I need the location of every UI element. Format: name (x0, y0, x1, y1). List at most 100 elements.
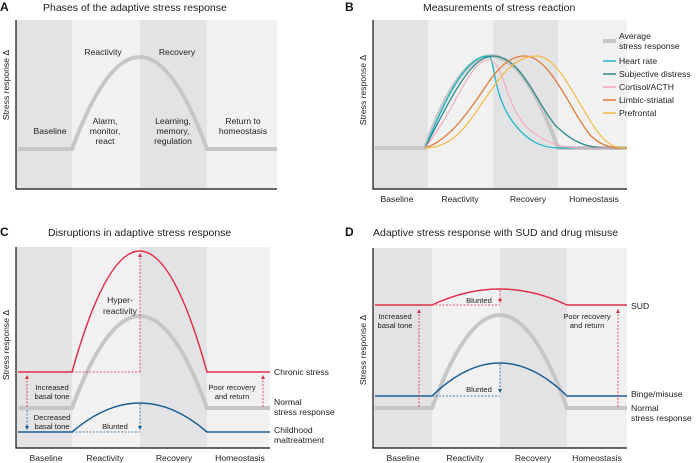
x-label-baseline: Baseline (381, 194, 414, 204)
return-label: homeostasis (219, 126, 267, 136)
legend-subjective-distress: Subjective distress (619, 69, 691, 79)
panel-letter: B (345, 0, 354, 14)
binge-misuse-label: Binge/misuse (631, 389, 683, 399)
childhood-maltreatment-label: maltreatment (274, 435, 325, 445)
axes (15, 247, 270, 449)
chronic-stress-label: Chronic stress (274, 367, 329, 377)
normal-response-label: stress response (631, 413, 692, 423)
increased-basal-label: basal tone (34, 392, 69, 401)
x-label-homeostasis: Homeostasis (572, 453, 622, 463)
y-axis-label: Stress response Δ (358, 55, 368, 125)
baseline-band (16, 247, 72, 448)
normal-curve (375, 313, 627, 410)
legend-limbic: Limbic-striatial (619, 95, 674, 105)
poor-recovery-label: and return (570, 321, 605, 330)
learning-label: Learning, (155, 116, 191, 126)
blunted-label: Blunted (466, 296, 492, 305)
x-label-recovery: Recovery (156, 453, 193, 463)
x-label-reactivity: Reactivity (441, 194, 479, 204)
learning-label: memory, (157, 126, 190, 136)
baseline-band (16, 20, 72, 189)
recovery-band (140, 247, 207, 448)
sud-curve (375, 288, 627, 306)
sud-label: SUD (631, 301, 649, 311)
panel-c: C Disruptions in adaptive stress respons… (0, 225, 335, 463)
panel-title: Adaptive stress response with SUD and dr… (373, 227, 618, 239)
recovery-band (500, 248, 567, 448)
panel-title: Measurements of stress reaction (423, 2, 575, 14)
legend-average: stress response (619, 41, 680, 51)
baseline-band (373, 248, 432, 448)
hyperreactivity-label: reactivity (103, 306, 138, 316)
normal-response-label: Normal (631, 403, 659, 413)
childhood-maltreatment-curve (18, 402, 270, 433)
blunted-label: Blunted (466, 385, 492, 394)
axes (372, 248, 627, 449)
decreased-basal-label: Decreased (34, 413, 71, 422)
panel-b: B Measurements of stress reaction Stress… (345, 0, 691, 204)
limbic-striatial-curve (424, 55, 627, 149)
x-label-reactivity: Reactivity (86, 453, 124, 463)
axes (15, 20, 277, 190)
poor-recovery-label: Poor recovery (563, 312, 610, 321)
prefrontal-curve (424, 55, 628, 149)
reactivity-band (428, 20, 493, 189)
reactivity-band (72, 247, 140, 448)
normal-response-label: Normal (274, 397, 302, 407)
x-label-baseline: Baseline (30, 453, 63, 463)
hyperreactivity-label: Hyper- (107, 295, 133, 305)
normal-response-label: stress response (274, 407, 335, 417)
panel-letter: D (345, 225, 354, 239)
reactivity-band (72, 20, 140, 189)
panel-letter: C (0, 225, 9, 239)
childhood-maltreatment-label: Childhood (274, 425, 313, 435)
panel-a: A Phases of the adaptive stress response… (0, 0, 277, 190)
increased-basal-label: Increased (35, 383, 68, 392)
heart-rate-curve (424, 55, 627, 149)
homeostasis-band (558, 20, 627, 189)
stress-response-curve (18, 55, 277, 151)
x-label-recovery: Recovery (510, 194, 547, 204)
increased-basal-label: basal tone (377, 321, 412, 330)
chronic-stress-curve (18, 250, 270, 373)
alarm-label: Alarm, (93, 116, 118, 126)
alarm-label: react (95, 136, 115, 146)
reactivity-label: Reactivity (84, 47, 122, 57)
x-label-homeostasis: Homeostasis (569, 194, 619, 204)
legend-prefrontal: Prefrontal (619, 108, 656, 118)
panel-d: D Adaptive stress response with SUD and … (345, 225, 692, 463)
subjective-distress-curve (424, 55, 627, 149)
recovery-band (493, 20, 558, 189)
alarm-label: monitor, (90, 126, 121, 136)
y-axis-label: Stress response Δ (1, 310, 11, 380)
homeostasis-band (207, 20, 277, 189)
panel-title: Phases of the adaptive stress response (43, 2, 227, 14)
poor-recovery-label: and return (215, 392, 250, 401)
panel-letter: A (0, 0, 9, 14)
legend-heart-rate: Heart rate (619, 56, 657, 66)
learning-label: regulation (154, 136, 192, 146)
legend: Average stress response Heart rate Subje… (603, 31, 691, 118)
recovery-band (140, 20, 207, 189)
panel-title: Disruptions in adaptive stress response (48, 227, 231, 239)
legend-cortisol: Cortisol/ACTH (619, 82, 674, 92)
x-label-homeostasis: Homeostasis (215, 453, 265, 463)
reactivity-band (432, 248, 500, 448)
x-label-baseline: Baseline (387, 453, 420, 463)
axes (372, 20, 627, 190)
y-axis-label: Stress response Δ (1, 50, 11, 120)
baseline-band (373, 20, 428, 189)
increased-basal-label: Increased (378, 312, 411, 321)
x-label-reactivity: Reactivity (446, 453, 484, 463)
legend-average: Average (619, 31, 651, 41)
blunted-label: Blunted (102, 422, 128, 431)
baseline-label: Baseline (34, 126, 67, 136)
homeostasis-band (567, 248, 627, 448)
y-axis-label: Stress response Δ (358, 315, 368, 385)
x-label-recovery: Recovery (515, 453, 552, 463)
decreased-basal-label: basal tone (34, 422, 69, 431)
binge-misuse-curve (375, 362, 627, 397)
poor-recovery-label: Poor recovery (208, 383, 255, 392)
homeostasis-band (207, 247, 270, 448)
